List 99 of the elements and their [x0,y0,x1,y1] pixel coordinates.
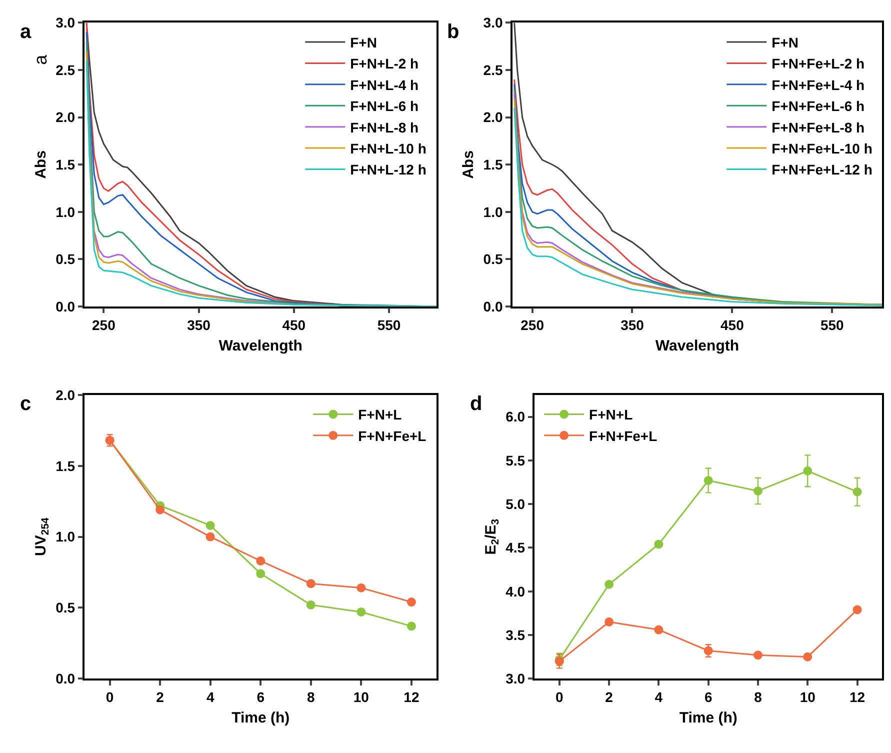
y-tick-label: 4.5 [506,540,526,556]
y-tick-label: 0.5 [483,251,503,268]
y-tick-label: 2.0 [56,109,76,126]
point [654,625,664,634]
x-tick-label: 0 [106,689,114,706]
x-tick-label: 450 [282,317,306,334]
y-tick-label: 1.5 [56,156,76,173]
y-tick-label: 2.5 [56,62,76,78]
legend-label: F+N+Fe+L-10 h [772,140,872,156]
point [604,580,614,589]
y-tick-label: 0.0 [56,298,76,314]
point [206,532,215,542]
x-axis-title: Time (h) [232,710,290,727]
legend-label: F+N+Fe+L [589,428,658,444]
y-tick-label: 5.0 [506,496,526,512]
y-tick-label: 0.0 [56,670,76,687]
chart-title: a [20,21,32,43]
point [206,520,215,530]
point [604,617,614,626]
point [306,600,316,610]
point [406,598,416,607]
legend-label: F+N+L [358,406,402,423]
legend-label: F+N+L-12 h [350,162,426,178]
point [704,476,713,485]
x-tick-label: 350 [620,317,644,334]
x-axis-title: Wavelength [218,338,302,355]
x-tick-label: 12 [849,689,866,706]
legend-label: F+N+Fe+L-6 h [772,98,865,114]
point [803,652,812,662]
point [256,569,266,578]
legend-label: F+N+Fe+L-4 h [772,76,865,93]
legend-label: F+N+Fe+L-12 h [772,162,872,178]
y-tick-label: 2.0 [483,109,503,126]
y-tick-label: 3.0 [506,670,526,687]
point [156,505,165,514]
y-tick-label: 0.0 [483,298,503,314]
legend-label: F+N+L-6 h [350,98,419,114]
y-tick-label: 0.5 [56,251,76,268]
y-tick-label: 1.5 [56,458,76,474]
x-tick-label: 6 [704,689,712,706]
x-tick-label: 12 [404,689,420,706]
y-tick-label: 3.0 [483,14,503,31]
x-tick-label: 2 [605,689,614,706]
y-tick-label: 3.0 [56,14,76,31]
y-tick-label: 1.5 [483,156,503,173]
y-tick-label: 1.0 [56,528,76,545]
point [852,487,862,496]
x-tick-label: 450 [720,317,744,334]
point [753,486,762,496]
legend-label: F+N [350,34,377,50]
y-tick-label: 0.5 [56,600,76,616]
legend-label: F+N [772,34,798,50]
x-tick-label: 0 [556,689,564,706]
x-tick-label: 550 [377,317,401,334]
chart-title: d [470,393,482,415]
y-tick-label: 5.5 [506,452,526,468]
x-tick-label: 10 [353,689,370,706]
legend-label: F+N+L-8 h [350,119,419,136]
legend-label: F+N+L-2 h [350,56,419,72]
x-tick-label: 2 [156,689,164,706]
legend-label: F+N+L-4 h [350,76,419,93]
chart-title: b [447,21,460,43]
y-axis-title: Abs [460,150,478,179]
point [306,579,316,588]
y-tick-label: 6.0 [506,408,526,425]
legend-label: F+N+L [589,406,634,423]
x-tick-label: 250 [520,317,544,334]
y-tick-label: 2.0 [56,386,76,403]
point [356,583,366,592]
point [753,650,762,660]
x-tick-label: 550 [820,317,844,334]
x-tick-label: 4 [206,689,214,706]
legend-label: F+N+Fe+L-8 h [772,119,865,136]
y-axis-title: Abs [32,150,50,179]
x-tick-label: 8 [306,689,315,706]
point [406,622,416,631]
point [654,540,664,549]
x-axis-title: Time (h) [679,710,738,727]
x-tick-label: 350 [187,317,211,334]
point [852,605,862,614]
chart-title: c [20,393,32,415]
x-tick-label: 10 [800,689,816,706]
y-tick-label: 3.5 [506,626,526,643]
y-tick-label: 1.0 [56,204,76,220]
point [256,556,266,566]
point [803,466,812,476]
x-tick-label: 250 [92,317,116,334]
y-tick-label: 2.5 [483,62,503,78]
legend-label: F+N+L-10 h [350,140,426,156]
y-tick-label: 4.0 [506,583,526,600]
point [356,607,366,616]
text: a [30,54,50,65]
x-axis-title: Wavelength [655,338,740,355]
legend-label: F+N+Fe+L-2 h [772,56,865,72]
legend-label: F+N+Fe+L [358,428,427,444]
x-tick-label: 8 [754,689,762,706]
y-tick-label: 1.0 [483,204,503,220]
x-tick-label: 4 [654,689,663,706]
x-tick-label: 6 [256,689,265,706]
